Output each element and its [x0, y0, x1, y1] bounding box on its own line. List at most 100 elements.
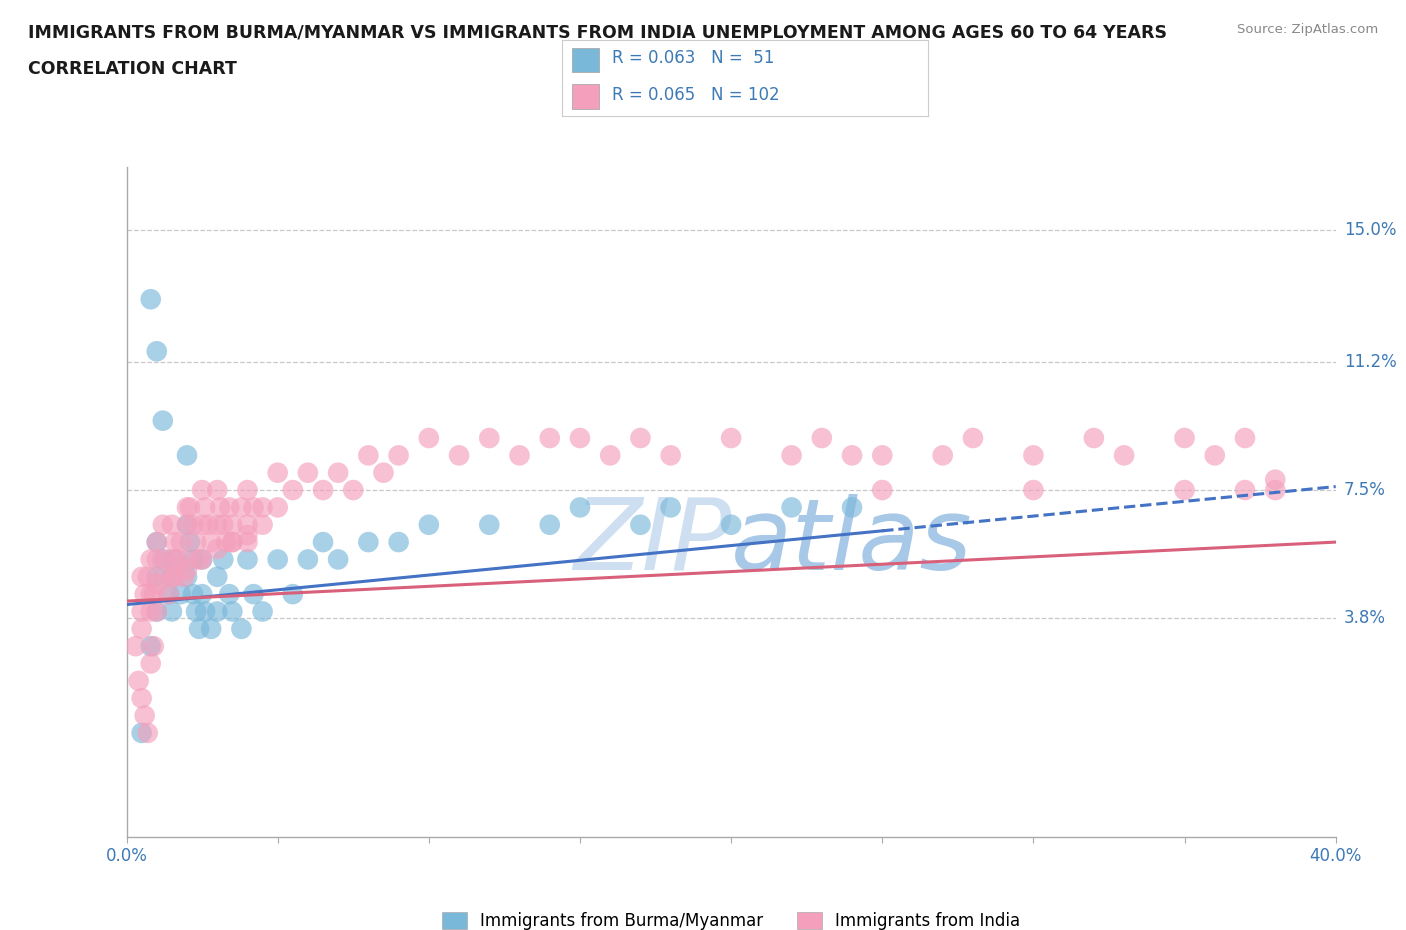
Point: [659, 448, 682, 463]
Point: [1173, 483, 1195, 498]
Point: [1173, 431, 1195, 445]
Point: [194, 604, 217, 619]
Point: [200, 535, 222, 550]
Point: [538, 517, 561, 532]
Point: [146, 535, 169, 550]
Point: [212, 552, 235, 567]
Point: [131, 604, 153, 619]
Point: [221, 517, 243, 532]
Point: [568, 500, 592, 515]
Point: [388, 535, 411, 550]
Point: [152, 552, 174, 567]
Point: [200, 621, 222, 636]
Point: [163, 535, 186, 550]
Bar: [571, 47, 599, 72]
Point: [176, 552, 198, 567]
Point: [181, 587, 204, 602]
Point: [236, 517, 259, 532]
Point: [170, 587, 193, 602]
Point: [131, 691, 153, 706]
Point: [124, 639, 146, 654]
Point: [478, 517, 501, 532]
Point: [176, 517, 198, 532]
Point: [191, 552, 214, 567]
Point: [197, 517, 219, 532]
Point: [810, 431, 832, 445]
Text: 7.5%: 7.5%: [1344, 481, 1386, 499]
Point: [326, 465, 350, 480]
Point: [152, 413, 174, 428]
Point: [194, 500, 217, 515]
Point: [146, 569, 169, 584]
Point: [191, 587, 214, 602]
Point: [1264, 483, 1286, 498]
Point: [191, 483, 214, 498]
Point: [160, 569, 183, 584]
Point: [139, 604, 162, 619]
Point: [184, 604, 207, 619]
Point: [357, 535, 380, 550]
Point: [136, 725, 159, 740]
Text: IMMIGRANTS FROM BURMA/MYANMAR VS IMMIGRANTS FROM INDIA UNEMPLOYMENT AMONG AGES 6: IMMIGRANTS FROM BURMA/MYANMAR VS IMMIGRA…: [28, 23, 1167, 41]
Point: [176, 448, 198, 463]
Point: [221, 604, 243, 619]
Point: [221, 535, 243, 550]
Point: [357, 448, 380, 463]
Point: [1264, 472, 1286, 487]
Point: [205, 541, 228, 556]
Point: [236, 483, 259, 498]
Point: [218, 587, 240, 602]
Point: [231, 621, 253, 636]
Point: [136, 569, 159, 584]
Point: [139, 587, 162, 602]
Point: [342, 483, 364, 498]
Point: [146, 344, 169, 359]
Point: [538, 431, 561, 445]
Point: [478, 431, 501, 445]
Point: [176, 569, 198, 584]
Point: [1234, 483, 1257, 498]
Point: [139, 552, 162, 567]
Point: [205, 517, 228, 532]
Point: [252, 604, 274, 619]
Point: [209, 500, 232, 515]
Text: Source: ZipAtlas.com: Source: ZipAtlas.com: [1237, 23, 1378, 36]
Point: [212, 517, 235, 532]
Point: [179, 535, 201, 550]
Point: [181, 517, 204, 532]
Text: R = 0.065   N = 102: R = 0.065 N = 102: [612, 86, 779, 104]
Point: [176, 500, 198, 515]
Point: [191, 552, 214, 567]
Point: [142, 639, 165, 654]
Point: [1022, 448, 1045, 463]
Point: [139, 292, 162, 307]
Point: [630, 517, 652, 532]
Text: CORRELATION CHART: CORRELATION CHART: [28, 60, 238, 78]
Point: [297, 552, 319, 567]
Point: [131, 725, 153, 740]
Point: [176, 563, 198, 578]
Point: [252, 517, 274, 532]
Point: [388, 448, 411, 463]
Point: [236, 527, 259, 542]
Point: [173, 569, 195, 584]
Point: [215, 535, 238, 550]
Point: [267, 500, 290, 515]
Point: [630, 431, 652, 445]
Point: [142, 587, 165, 602]
Point: [139, 639, 162, 654]
Point: [242, 587, 264, 602]
Point: [155, 552, 177, 567]
Point: [568, 431, 592, 445]
Legend: Immigrants from Burma/Myanmar, Immigrants from India: Immigrants from Burma/Myanmar, Immigrant…: [436, 906, 1026, 930]
Point: [184, 535, 207, 550]
Point: [841, 500, 863, 515]
Point: [447, 448, 470, 463]
Bar: [571, 85, 599, 109]
Point: [281, 587, 304, 602]
Point: [134, 587, 156, 602]
Point: [297, 465, 319, 480]
Point: [181, 552, 204, 567]
Point: [160, 517, 183, 532]
Point: [780, 500, 803, 515]
